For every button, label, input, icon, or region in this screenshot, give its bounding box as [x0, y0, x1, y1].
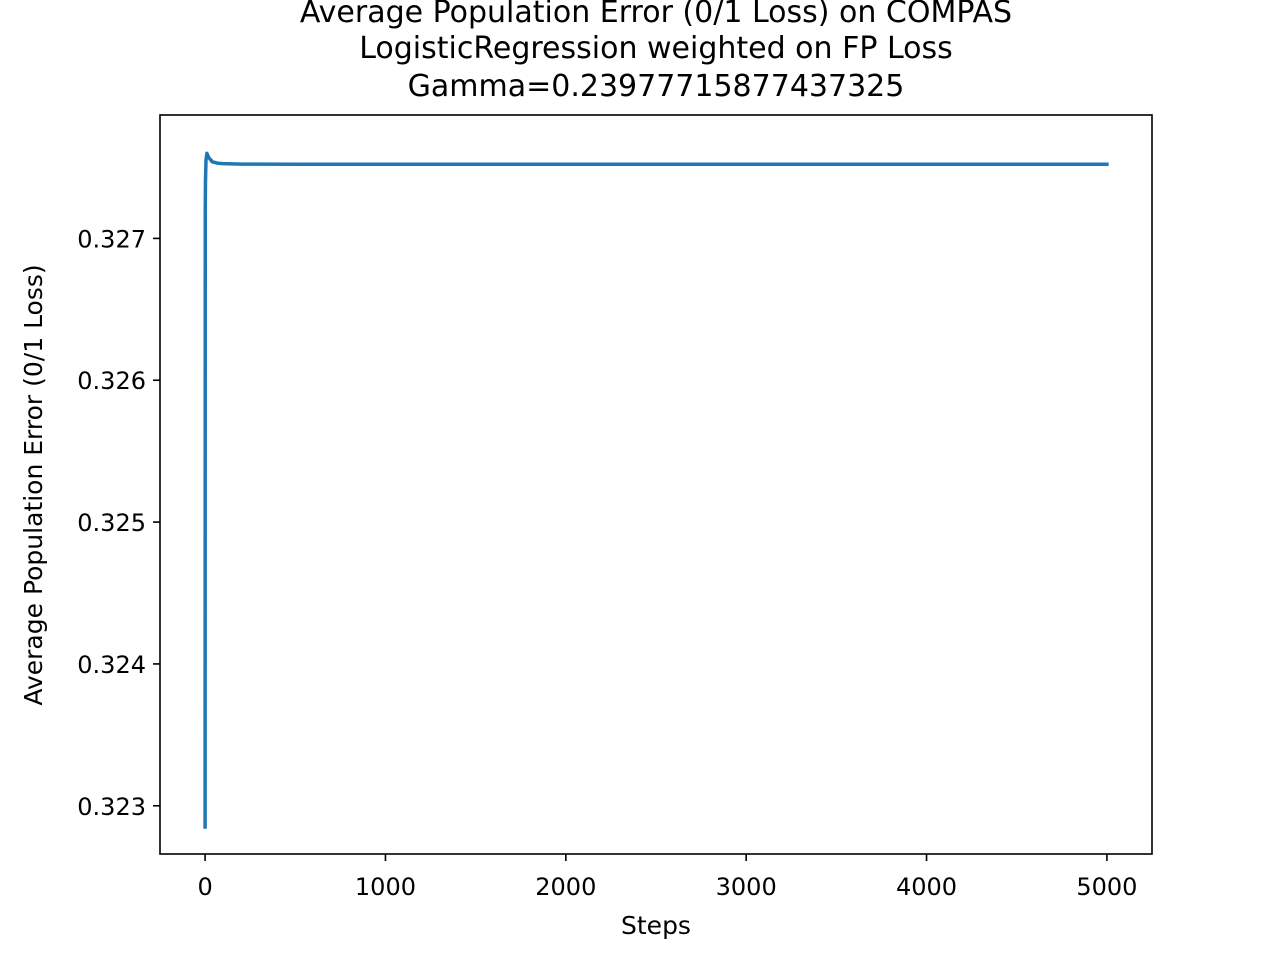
chart-title-line-3: Gamma=0.23977715877437325 — [407, 69, 905, 104]
y-tick-label: 0.325 — [77, 509, 146, 537]
x-tick-label: 0 — [197, 873, 212, 901]
x-tick-label: 3000 — [716, 873, 777, 901]
y-tick-label: 0.326 — [77, 367, 146, 395]
x-tick-label: 1000 — [355, 873, 416, 901]
y-axis: 0.323 0.324 0.325 0.326 0.327 — [77, 225, 160, 821]
x-axis: 0 1000 2000 3000 4000 5000 — [197, 854, 1137, 901]
y-tick-label: 0.324 — [77, 651, 146, 679]
plot-frame — [159, 114, 1153, 855]
x-tick-label: 5000 — [1076, 873, 1137, 901]
y-tick-label: 0.327 — [77, 225, 146, 253]
series-line — [203, 151, 1109, 829]
x-tick-label: 2000 — [535, 873, 596, 901]
x-tick-label: 4000 — [896, 873, 957, 901]
chart-title-line-2: LogisticRegression weighted on FP Loss — [359, 31, 953, 66]
y-axis-label: Average Population Error (0/1 Loss) — [19, 264, 48, 705]
chart-title-line-1: Average Population Error (0/1 Loss) on C… — [299, 0, 1013, 30]
plot-area — [203, 151, 1109, 829]
y-tick-label: 0.323 — [77, 793, 146, 821]
x-axis-label: Steps — [621, 911, 691, 940]
